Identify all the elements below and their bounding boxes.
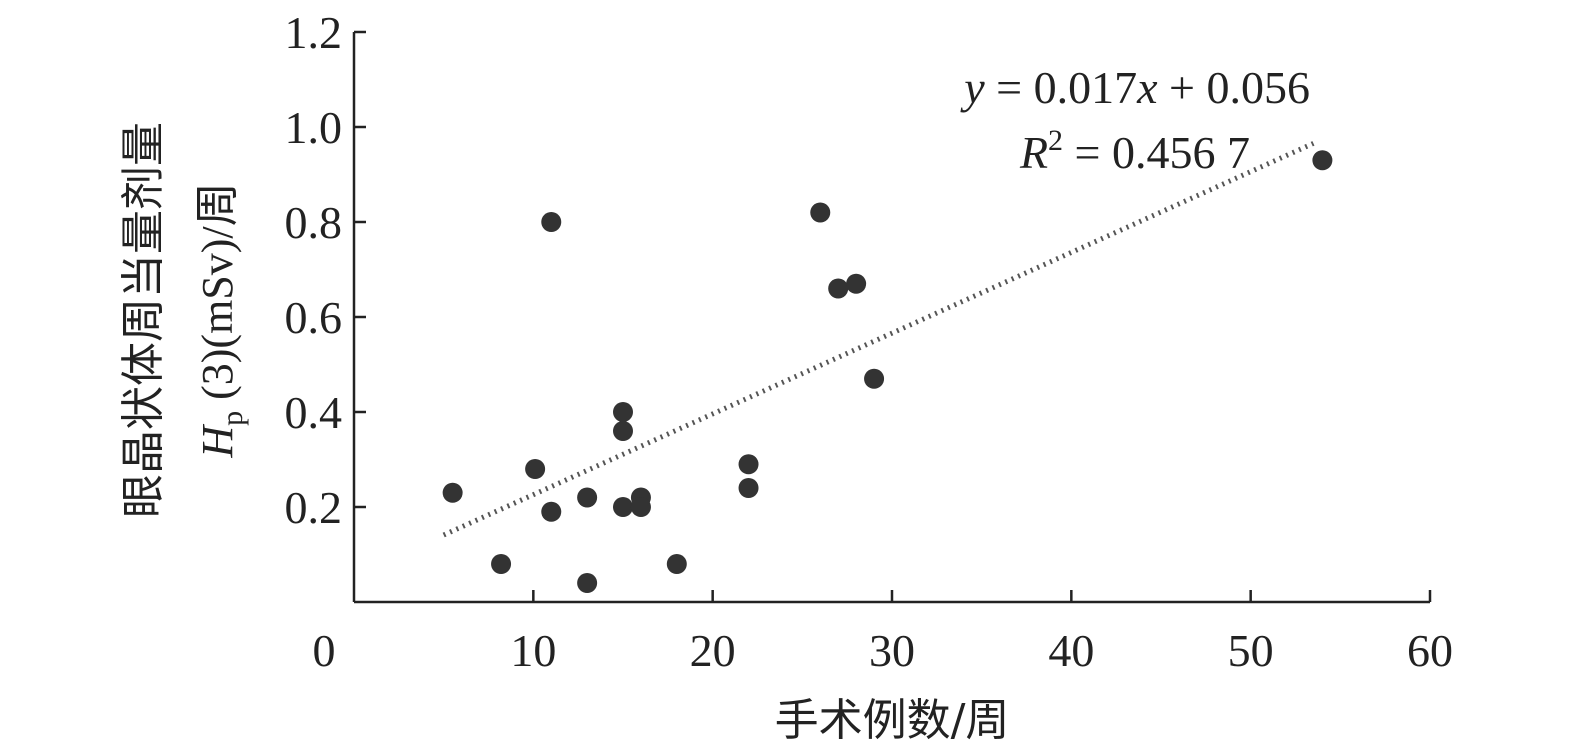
equation-x-symbol: x — [1136, 62, 1158, 113]
data-point — [577, 487, 598, 508]
data-point — [846, 273, 867, 294]
data-point — [630, 497, 651, 517]
y-tick-label: 1.2 — [285, 7, 343, 58]
y-axis-unit: (3)(mSv)/周 — [193, 182, 242, 411]
data-point — [541, 501, 562, 522]
y-tick-label: 0.4 — [285, 387, 343, 438]
data-point — [613, 402, 633, 422]
data-point — [491, 554, 512, 574]
x-tick-label: 20 — [690, 625, 736, 676]
y-axis-title-line1: 眼晶状体周当量剂量 — [118, 122, 169, 518]
y-tick-label: 0.8 — [285, 197, 343, 248]
axes: 0 10 20 30 40 50 60 0.2 0.4 0.6 0.8 1.0 1.2 — [285, 7, 1454, 676]
y-axis-title-line2: Hp (3)(mSv)/周 — [193, 182, 249, 458]
y-tick-label: 0.6 — [285, 292, 343, 343]
equation-slope: = 0.017 — [985, 62, 1137, 113]
data-point — [738, 478, 759, 498]
regression-annotation: y = 0.017x + 0.056 R2 = 0.456 7 — [960, 62, 1310, 178]
equation-y-symbol: y — [960, 62, 985, 113]
equation-intercept: + 0.056 — [1158, 62, 1310, 113]
trendline — [442, 141, 1315, 538]
x-axis-ticks: 0 10 20 30 40 50 60 — [313, 590, 1453, 676]
data-point — [613, 421, 633, 441]
r-squared-text: R2 = 0.456 7 — [1019, 124, 1250, 178]
y-tick-label: 0.2 — [285, 482, 343, 533]
r-squared-superscript: 2 — [1048, 124, 1063, 157]
y-axis-symbol-subscript: p — [216, 411, 249, 426]
r-squared-value: = 0.456 7 — [1063, 127, 1250, 178]
data-point — [810, 202, 831, 223]
y-axis-ticks: 0.2 0.4 0.6 0.8 1.0 1.2 — [285, 7, 366, 533]
x-tick-label: 10 — [510, 625, 556, 676]
data-point — [525, 459, 546, 479]
equation-text: y = 0.017x + 0.056 — [960, 62, 1310, 113]
data-point — [541, 212, 562, 232]
r-squared-symbol: R — [1019, 127, 1048, 178]
data-point — [738, 454, 759, 475]
x-tick-label: 30 — [869, 625, 915, 676]
data-point — [577, 573, 598, 593]
y-axis-title: 眼晶状体周当量剂量 — [118, 122, 169, 518]
y-tick-label: 1.0 — [285, 102, 343, 153]
y-axis-symbol-h: H — [193, 424, 242, 459]
data-points — [442, 150, 1333, 593]
y-axis-title-second: Hp (3)(mSv)/周 — [193, 182, 249, 458]
data-point — [613, 497, 633, 517]
data-point — [828, 278, 849, 299]
data-point — [442, 482, 463, 503]
data-point — [864, 368, 885, 389]
x-tick-label: 40 — [1048, 625, 1094, 676]
data-point — [1312, 150, 1333, 171]
x-tick-label: 50 — [1228, 625, 1274, 676]
x-axis-title: 手术例数/周 — [775, 695, 1010, 746]
data-point — [666, 554, 687, 574]
x-tick-label: 0 — [313, 625, 336, 676]
x-tick-label: 60 — [1407, 625, 1453, 676]
